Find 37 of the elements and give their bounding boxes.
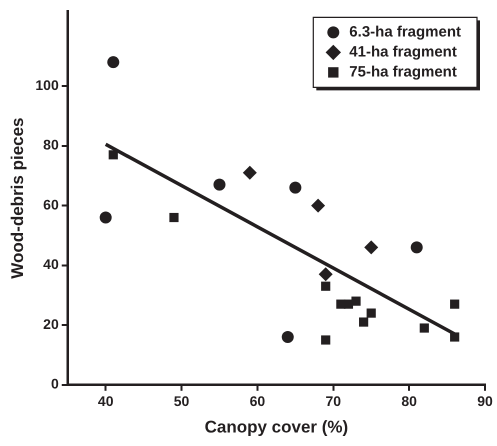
y-tick-label: 0 bbox=[50, 376, 59, 392]
point bbox=[169, 212, 179, 222]
legend-label: 75-ha fragment bbox=[349, 64, 457, 81]
point bbox=[321, 335, 330, 345]
x-tick-label: 80 bbox=[401, 393, 418, 410]
x-tick-label: 70 bbox=[325, 393, 342, 410]
point bbox=[420, 323, 429, 333]
point bbox=[100, 212, 112, 224]
y-tick-label: 80 bbox=[43, 136, 59, 153]
point bbox=[410, 241, 423, 254]
point bbox=[318, 267, 333, 282]
y-tick-label: 100 bbox=[35, 76, 59, 93]
point bbox=[282, 331, 294, 344]
y-tick-label: 20 bbox=[43, 316, 59, 332]
point bbox=[107, 56, 120, 68]
y-axis-title: Wood-debris pieces bbox=[8, 117, 27, 279]
point bbox=[351, 296, 361, 306]
point bbox=[321, 282, 330, 291]
legend-label: 41-ha fragment bbox=[349, 44, 457, 61]
point bbox=[242, 166, 257, 180]
point bbox=[366, 308, 376, 318]
x-tick-label: 60 bbox=[250, 393, 266, 410]
point bbox=[108, 150, 118, 160]
point bbox=[289, 182, 302, 194]
x-tick-label: 50 bbox=[174, 393, 190, 410]
point bbox=[364, 240, 378, 254]
y-tick-label: 60 bbox=[43, 196, 59, 212]
point bbox=[450, 300, 460, 309]
x-axis-title: Canopy cover (%) bbox=[204, 417, 348, 436]
x-tick-label: 40 bbox=[98, 393, 114, 410]
point bbox=[311, 198, 326, 213]
legend-label: 6.3-ha fragment bbox=[349, 24, 462, 41]
point bbox=[213, 178, 226, 191]
point bbox=[359, 317, 368, 327]
y-tick-label: 40 bbox=[43, 256, 59, 272]
point bbox=[450, 332, 460, 342]
x-tick-label: 90 bbox=[477, 393, 493, 410]
